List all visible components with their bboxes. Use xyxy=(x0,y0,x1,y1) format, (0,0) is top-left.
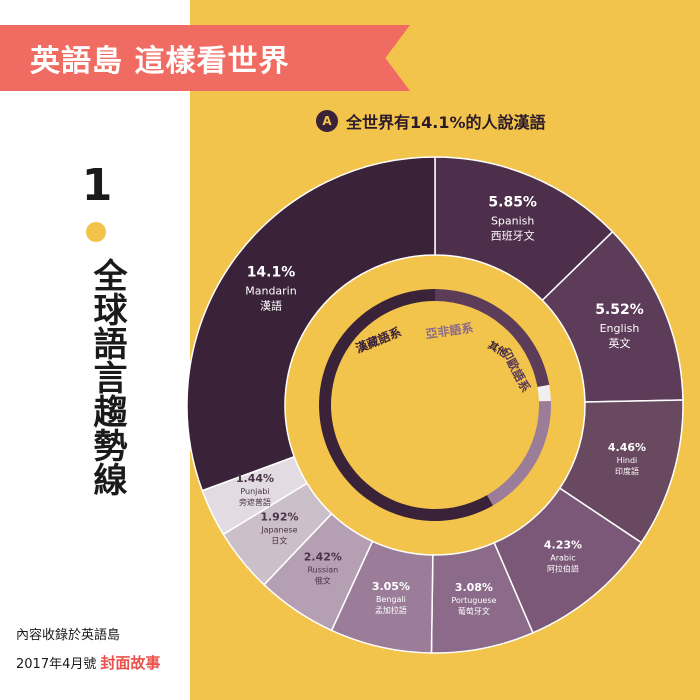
footer-cover-story: 封面故事 xyxy=(100,654,161,672)
chinese-label-english: 英文 xyxy=(608,336,630,350)
chinese-label-mandarin: 漢語 xyxy=(260,299,282,313)
english-label-arabic: Arabic xyxy=(550,554,575,563)
percent-label-punjabi: 1.44% xyxy=(236,472,274,485)
percent-label-hindi: 4.46% xyxy=(608,441,646,454)
percent-label-arabic: 4.23% xyxy=(544,539,582,552)
chart-title-text: 全世界有14.1%的人說漢語 xyxy=(346,113,546,132)
header-banner: 英語島 這樣看世界 xyxy=(0,25,410,91)
footer-issue-date: 2017年4月號 xyxy=(16,657,97,672)
english-label-mandarin: Mandarin xyxy=(245,285,297,298)
english-label-hindi: Hindi xyxy=(617,456,638,465)
slice-mandarin xyxy=(186,156,436,492)
chinese-label-portuguese: 葡萄牙文 xyxy=(458,606,490,616)
chart-title: A 全世界有14.1%的人說漢語 xyxy=(316,108,546,134)
family-label-1: 亞非語系 xyxy=(425,320,475,342)
chinese-label-japanese: 日文 xyxy=(271,536,287,546)
chinese-label-bengali: 孟加拉語 xyxy=(375,605,407,615)
section-heading: 全球語言趨勢線 xyxy=(87,258,127,496)
chinese-label-arabic: 阿拉伯語 xyxy=(547,564,579,574)
family-ring-segment-2 xyxy=(537,384,551,402)
donut-slices xyxy=(186,156,684,654)
family-ring-segment-3 xyxy=(435,289,550,387)
english-label-bengali: Bengali xyxy=(376,595,406,604)
percent-label-english: 5.52% xyxy=(595,302,644,318)
percent-label-bengali: 3.05% xyxy=(372,580,410,593)
percent-label-russian: 2.42% xyxy=(304,551,342,564)
chinese-label-hindi: 印度語 xyxy=(615,466,639,476)
percent-label-mandarin: 14.1% xyxy=(247,265,296,281)
english-label-english: English xyxy=(600,322,640,335)
chinese-label-punjabi: 旁遮普語 xyxy=(239,497,271,507)
chinese-label-spanish: 西班牙文 xyxy=(491,229,535,243)
section-dot-icon xyxy=(86,222,106,242)
percent-label-spanish: 5.85% xyxy=(488,195,537,211)
english-label-russian: Russian xyxy=(307,566,338,575)
percent-label-portuguese: 3.08% xyxy=(455,581,493,594)
language-family-ring xyxy=(319,289,551,521)
english-label-japanese: Japanese xyxy=(260,526,297,535)
title-badge-icon: A xyxy=(316,110,338,132)
percent-label-japanese: 1.92% xyxy=(260,511,298,524)
english-label-spanish: Spanish xyxy=(491,215,534,228)
banner-title: 英語島 這樣看世界 xyxy=(30,44,290,79)
footer-issue: 2017年4月號 封面故事 xyxy=(16,652,160,673)
footer-source: 內容收錄於英語島 xyxy=(16,628,121,643)
english-label-punjabi: Punjabi xyxy=(240,487,269,496)
english-label-portuguese: Portuguese xyxy=(451,596,496,605)
chinese-label-russian: 俄文 xyxy=(315,576,331,586)
family-ring-segment-1 xyxy=(487,400,551,506)
section-number: 1 xyxy=(81,160,113,211)
